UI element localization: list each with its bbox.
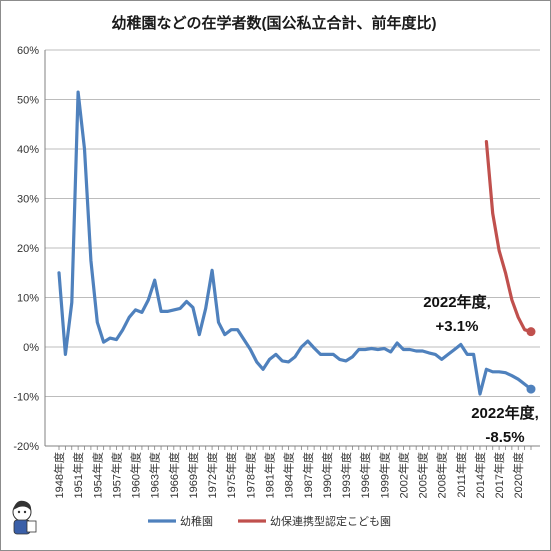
mascot-eye-right	[23, 510, 27, 514]
y-tick-label: 30%	[17, 194, 39, 206]
series-line-0	[57, 90, 533, 396]
x-tick-label: 1990年度	[320, 452, 334, 498]
annotation-year: 2022年度,	[423, 293, 491, 311]
x-tick-label: 1963年度	[148, 452, 162, 498]
mascot-logo	[12, 500, 37, 535]
x-tick-label: 1987年度	[301, 452, 315, 498]
y-tick-label: 10%	[17, 293, 39, 305]
x-axis-tick-labels: 1948年度 1951年度 1954年度 1957年度 1960年度 1963年度 1966…	[52, 452, 525, 498]
annotation-value: -8.5%	[485, 429, 524, 446]
x-tick-label: 2014年度	[473, 452, 487, 498]
x-tick-label: 1984年度	[282, 452, 296, 498]
y-tick-label: 0%	[23, 342, 39, 354]
x-tick-label: 1951年度	[71, 452, 85, 498]
x-tick-label: 1969年度	[186, 452, 200, 498]
data-series	[57, 90, 536, 396]
x-tick-label: 1972年度	[205, 452, 219, 498]
series-end-marker-1	[526, 327, 536, 337]
mascot-hair	[13, 500, 32, 511]
x-tick-label: 2002年度	[396, 452, 410, 498]
mascot-book	[26, 520, 37, 533]
x-tick-label: 1978年度	[243, 452, 257, 498]
y-tick-label: 50%	[17, 95, 39, 107]
x-tick-label: 2017年度	[492, 452, 506, 498]
y-tick-label: -20%	[13, 441, 39, 453]
x-tick-label: 1948年度	[52, 452, 66, 498]
legend-label: 幼稚園	[180, 515, 213, 528]
legend-label: 幼保連携型認定こども園	[270, 514, 391, 528]
x-tick-label: 2011年度	[454, 452, 468, 498]
mascot-eye-left	[17, 510, 21, 514]
y-gridlines	[45, 49, 540, 447]
x-tick-label: 2020年度	[511, 452, 525, 498]
x-tick-label: 1957年度	[109, 452, 123, 498]
y-tick-label: 60%	[17, 45, 39, 57]
series-end-marker-0	[526, 384, 536, 394]
x-tick-label: 1981年度	[262, 452, 276, 498]
y-axis-tick-labels: -20% -10% 0% 10% 20% 30% 40% 50% 60%	[13, 45, 39, 453]
x-tick-label: 2008年度	[435, 452, 449, 498]
chart-title: 幼稚園などの在学者数(国公私立合計、前年度比)	[112, 14, 437, 32]
x-tick-label: 1996年度	[358, 452, 372, 498]
x-tick-label: 1960年度	[129, 452, 143, 498]
annotation-value: +3.1%	[436, 318, 479, 335]
x-tick-label: 1975年度	[224, 452, 238, 498]
x-tick-label: 2005年度	[416, 452, 430, 498]
x-tick-label: 1954年度	[90, 452, 104, 498]
x-tick-label: 1999年度	[377, 452, 391, 498]
annotation-year: 2022年度,	[471, 404, 539, 422]
axes	[44, 50, 540, 450]
y-tick-label: 20%	[17, 243, 39, 255]
series-line-1	[484, 140, 533, 334]
y-tick-label: 40%	[17, 144, 39, 156]
legend: 幼稚園 幼保連携型認定こども園	[148, 514, 391, 528]
x-tick-label: 1993年度	[339, 452, 353, 498]
x-tick-label: 1966年度	[167, 452, 181, 498]
annotations: 2022年度, +3.1% 2022年度, -8.5%	[423, 293, 539, 446]
y-tick-label: -10%	[13, 392, 39, 404]
